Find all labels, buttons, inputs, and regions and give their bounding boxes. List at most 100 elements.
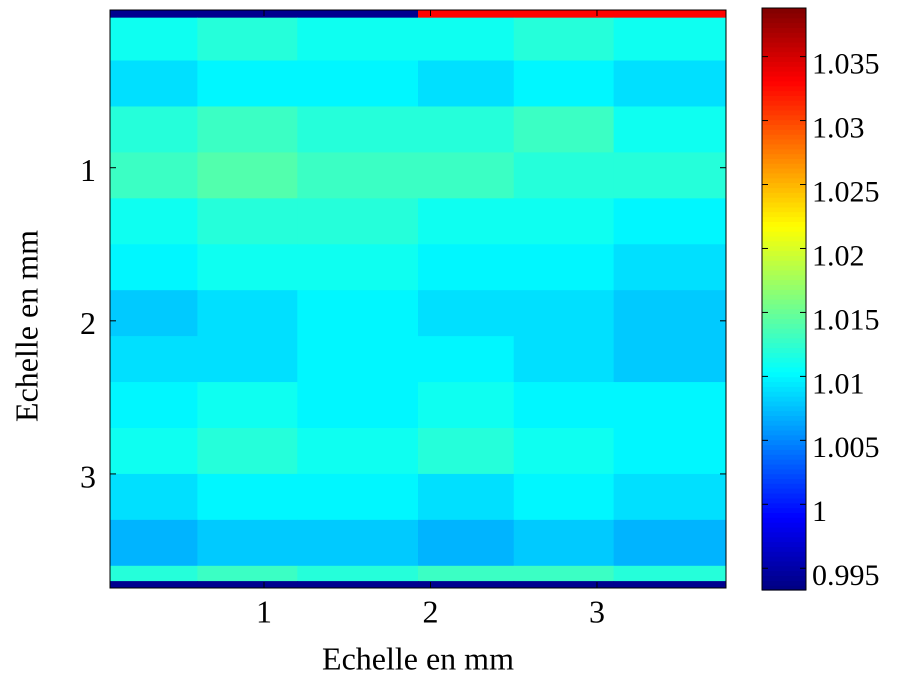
colorbar-segment	[762, 493, 806, 499]
heatmap-cell	[613, 336, 727, 383]
heatmap-cell	[513, 473, 615, 521]
colorbar-segment	[762, 177, 806, 184]
heatmap-cell	[110, 152, 198, 199]
heatmap-cell	[613, 290, 727, 337]
colorbar-segment	[762, 483, 806, 489]
heatmap-cell	[513, 17, 615, 62]
heatmap-cell	[297, 17, 419, 62]
heatmap-cell	[613, 382, 727, 429]
heatmap-cell	[513, 106, 615, 153]
colorbar-segment	[762, 332, 806, 339]
colorbar-segment	[762, 250, 806, 256]
colorbar-segment	[762, 410, 806, 416]
heatmap-cell	[110, 10, 198, 19]
colorbar-segment	[762, 12, 806, 19]
x-tick-label: 3	[589, 593, 605, 629]
colorbar-segment	[762, 323, 806, 329]
colorbar-tick-label: 1.02	[812, 239, 865, 272]
colorbar-segment	[762, 168, 806, 174]
colorbar-segment	[762, 570, 806, 577]
colorbar-segment	[762, 522, 806, 528]
colorbar-segment	[762, 269, 806, 276]
heatmap-cell	[110, 198, 198, 245]
colorbar-segment	[762, 172, 806, 179]
colorbar-segment	[762, 284, 806, 290]
heatmap-cell	[297, 336, 419, 383]
heatmap-cell	[297, 106, 419, 153]
heatmap-cell	[197, 336, 298, 383]
colorbar-segment	[762, 216, 806, 222]
colorbar-segment	[762, 255, 806, 261]
heatmap-cell	[613, 427, 727, 475]
colorbar-segment	[762, 352, 806, 358]
colorbar-segment	[762, 396, 806, 402]
colorbar-segment	[762, 318, 806, 324]
heatmap-cell	[197, 290, 298, 337]
heatmap-cell	[513, 427, 615, 475]
colorbar-segment	[762, 143, 806, 150]
heatmap-cell	[197, 473, 298, 521]
colorbar-segment	[762, 502, 806, 509]
heatmap-cell	[110, 17, 198, 62]
colorbar-segment	[762, 560, 806, 567]
colorbar-segment	[762, 429, 806, 436]
heatmap-cell	[513, 10, 615, 19]
colorbar-segment	[762, 444, 806, 450]
colorbar-segment	[762, 260, 806, 266]
heatmap-cell	[613, 152, 727, 199]
heatmap-cell	[197, 382, 298, 429]
colorbar-segment	[762, 497, 806, 504]
colorbar-segment	[762, 463, 806, 470]
colorbar-segment	[762, 468, 806, 475]
colorbar-segment	[762, 357, 806, 363]
colorbar-segment	[762, 206, 806, 213]
colorbar-segment	[762, 585, 806, 591]
colorbar-segment	[762, 226, 806, 232]
colorbar-segment	[762, 197, 806, 203]
colorbar-segment	[762, 376, 806, 383]
colorbar-segment	[762, 231, 806, 237]
colorbar-segment	[762, 158, 806, 164]
heatmap-cell	[197, 152, 298, 199]
colorbar-segment	[762, 202, 806, 208]
heatmap-cell	[613, 565, 727, 582]
colorbar-segment	[762, 425, 806, 431]
colorbar-segment	[762, 274, 806, 281]
heatmap-cell	[513, 382, 615, 429]
colorbar-segment	[762, 342, 806, 349]
colorbar-segment	[762, 124, 806, 130]
heatmap-cell	[418, 106, 515, 153]
colorbar-segment	[762, 459, 806, 465]
colorbar-segment	[762, 163, 806, 169]
colorbar-segment	[762, 61, 806, 67]
colorbar-segment	[762, 148, 806, 155]
colorbar-segment	[762, 134, 806, 140]
colorbar-segment	[762, 95, 806, 101]
colorbar-segment	[762, 556, 806, 562]
heatmap-cell	[613, 473, 727, 521]
heatmap-cell	[613, 10, 727, 19]
colorbar-segment	[762, 313, 806, 319]
colorbar-segment	[762, 32, 806, 38]
colorbar-segment	[762, 362, 806, 368]
heatmap-cell	[513, 60, 615, 107]
heatmap-cell	[197, 519, 298, 567]
colorbar-tick-label: 0.995	[812, 559, 880, 592]
colorbar-segment	[762, 221, 806, 227]
colorbar-segment	[762, 386, 806, 392]
colorbar-segment	[762, 488, 806, 494]
colorbar-segment	[762, 46, 806, 53]
colorbar-segment	[762, 100, 806, 106]
colorbar-segment	[762, 85, 806, 92]
heatmap-cell	[297, 581, 419, 589]
heatmap-cell	[418, 382, 515, 429]
heatmap-cell	[418, 10, 515, 19]
colorbar-segment	[762, 308, 806, 315]
heatmap-cell	[297, 152, 419, 199]
colorbar-segment	[762, 517, 806, 523]
heatmap-cell	[418, 519, 515, 567]
colorbar-segment	[762, 211, 806, 218]
colorbar-segment	[762, 454, 806, 460]
heatmap-cell	[418, 336, 515, 383]
colorbar-segment	[762, 66, 806, 72]
